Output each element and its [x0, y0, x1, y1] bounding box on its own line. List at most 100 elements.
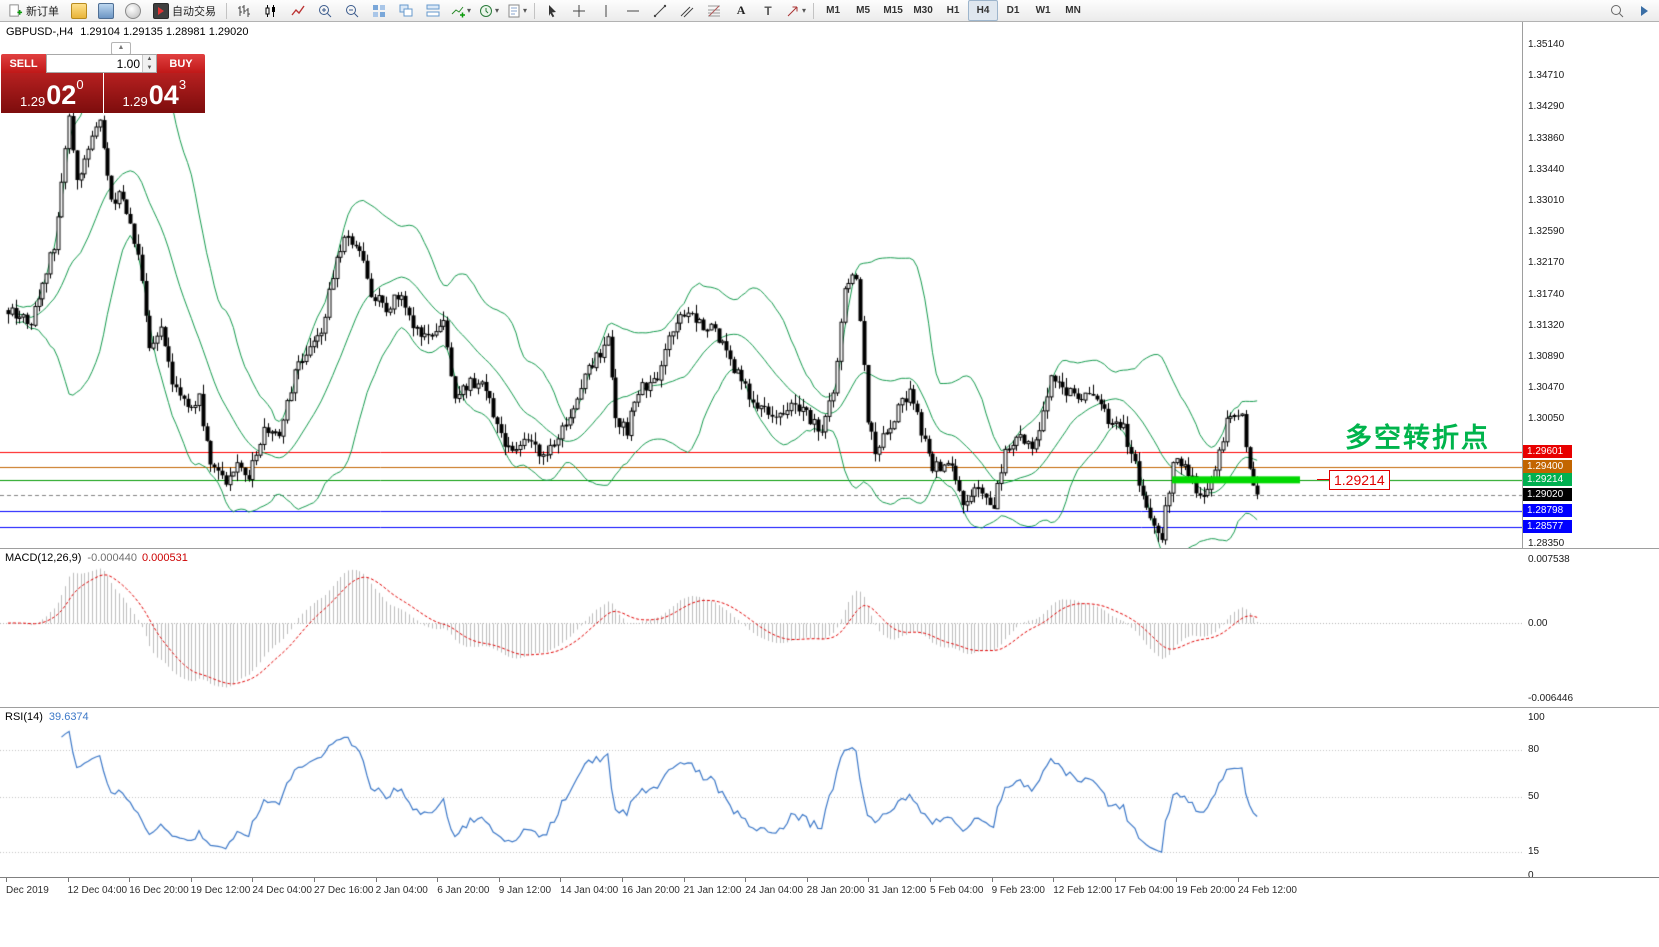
time-axis[interactable]: Dec 2019 12 Dec 04:00 16 Dec 20:00 19 Dec 1… — [0, 877, 1659, 947]
search-icon — [1609, 3, 1625, 19]
rsi-canvas[interactable] — [0, 708, 1522, 877]
text-button[interactable]: A — [728, 0, 754, 21]
time-label: 12 Dec 04:00 — [67, 885, 128, 896]
timeframe-m1-button[interactable]: M1 — [826, 5, 841, 16]
time-tick — [930, 878, 931, 882]
template-icon — [506, 3, 522, 19]
time-label: 9 Jan 12:00 — [498, 885, 552, 896]
bar-chart-button[interactable] — [231, 0, 257, 21]
periods-button[interactable]: ▾ — [475, 0, 502, 21]
symbol-ohlc-values: 1.29104 1.29135 1.28981 1.29020 — [80, 26, 249, 38]
rsi-value: 39.6374 — [48, 711, 89, 723]
buy-price-button[interactable]: 1.29 04 3 — [103, 73, 205, 113]
data-window-button[interactable] — [93, 0, 119, 21]
navigator-button[interactable] — [120, 0, 146, 21]
arrange-windows-button[interactable] — [420, 0, 446, 21]
line-chart-button[interactable] — [285, 0, 311, 21]
price-tick-label: 1.32590 — [1528, 226, 1565, 238]
new-order-button[interactable]: 新订单 — [2, 0, 65, 21]
macd-main-value: -0.000440 — [87, 552, 137, 564]
crosshair-button[interactable] — [566, 0, 592, 21]
main-chart-canvas[interactable] — [0, 22, 1522, 548]
time-tick — [1114, 878, 1116, 882]
volume-input[interactable] — [47, 56, 142, 71]
search-button[interactable] — [1604, 0, 1630, 21]
time-tick — [868, 878, 870, 882]
time-label: 28 Jan 20:00 — [806, 885, 865, 896]
time-tick — [314, 878, 315, 882]
tile-windows-button[interactable] — [366, 0, 392, 21]
annotation-text[interactable]: 多空转折点 — [1345, 423, 1490, 453]
zoom-out-icon — [344, 3, 360, 19]
periods-icon — [478, 3, 494, 19]
macd-label: MACD(12,26,9) -0.000440 0.000531 — [5, 552, 188, 564]
rsi-scale-label: 50 — [1528, 791, 1540, 802]
cascade-windows-icon — [398, 3, 414, 19]
candlestick-chart-button[interactable] — [258, 0, 284, 21]
timeframe-h1-button[interactable]: H1 — [946, 5, 960, 16]
price-level-chip: 1.29400 — [1523, 459, 1572, 473]
indicators-button[interactable]: ▾ — [447, 0, 474, 21]
volume-up-button[interactable]: ▲ — [143, 55, 156, 64]
price-axis[interactable]: 1.35140 1.34710 1.34290 1.33860 1.33440 1.330… — [1523, 22, 1659, 549]
timeframe-d1-button[interactable]: D1 — [1006, 5, 1020, 16]
main-price-pane: GBPUSD-,H4 1.29104 1.29135 1.28981 1.2902… — [0, 22, 1659, 549]
symbol-info: GBPUSD-,H4 1.29104 1.29135 1.28981 1.2902… — [6, 26, 248, 38]
fibonacci-icon — [706, 3, 722, 19]
template-button[interactable]: ▾ — [503, 0, 530, 21]
price-tick-label: 1.30890 — [1528, 351, 1565, 363]
fibonacci-button[interactable] — [701, 0, 727, 21]
timeframe-mn-button[interactable]: MN — [1065, 5, 1081, 16]
sell-price-button[interactable]: 1.29 02 0 — [1, 73, 103, 113]
cursor-button[interactable] — [539, 0, 565, 21]
price-tag-label[interactable]: 1.29214 — [1329, 470, 1390, 490]
timeframe-w1-button[interactable]: W1 — [1035, 5, 1051, 16]
zoom-out-button[interactable] — [339, 0, 365, 21]
arrows-button[interactable]: ▾ — [782, 0, 809, 21]
sell-button[interactable]: SELL — [1, 54, 46, 73]
sell-price-pips: 02 — [46, 80, 77, 110]
buy-price-pips: 04 — [148, 80, 179, 110]
macd-pane: MACD(12,26,9) -0.000440 0.000531 0.007538 … — [0, 548, 1659, 707]
timeframe-m30-button[interactable]: M30 — [913, 5, 933, 16]
trendline-button[interactable] — [647, 0, 673, 21]
rsi-name: RSI(14) — [5, 711, 43, 723]
price-tick-label: 1.34710 — [1528, 70, 1565, 82]
label-icon: T — [764, 3, 772, 18]
toolbar-separator — [534, 2, 536, 19]
toolbar-overflow-button[interactable] — [1631, 0, 1657, 21]
toolbar-overflow-icon — [1640, 5, 1648, 16]
timeframe-m15-button[interactable]: M15 — [883, 5, 903, 16]
time-tick — [67, 878, 69, 882]
autotrading-button[interactable]: 自动交易 — [147, 0, 222, 21]
time-tick — [1238, 878, 1239, 882]
charts-profile-button[interactable] — [66, 0, 92, 21]
time-label: 9 Feb 23:00 — [991, 885, 1045, 896]
macd-canvas[interactable] — [0, 549, 1522, 707]
vertical-line-button[interactable] — [593, 0, 619, 21]
toolbar-separator — [226, 2, 227, 19]
sell-price-fraction: 0 — [76, 77, 84, 92]
macd-scale-top: 0.007538 — [1528, 554, 1570, 565]
zoom-in-button[interactable] — [312, 0, 338, 21]
template-caret-icon: ▾ — [523, 6, 528, 15]
price-tick-label: 1.33010 — [1528, 195, 1565, 207]
symbol-name: GBPUSD-,H4 — [6, 26, 74, 38]
volume-down-button[interactable]: ▼ — [143, 63, 156, 72]
channel-button[interactable] — [674, 0, 700, 21]
rsi-scale-label: 15 — [1528, 846, 1540, 858]
time-label: 24 Dec 04:00 — [252, 885, 312, 896]
price-tick-label: 1.34290 — [1528, 101, 1565, 113]
horizontal-line-button[interactable] — [620, 0, 646, 21]
periods-caret-icon: ▾ — [495, 6, 500, 15]
price-tick-label: 1.28350 — [1528, 537, 1565, 549]
timeframe-m5-button[interactable]: M5 — [856, 5, 871, 16]
cascade-windows-button[interactable] — [393, 0, 419, 21]
rsi-pane: RSI(14) 39.6374 100 80 50 15 0 — [0, 707, 1659, 881]
price-tick-label: 1.31740 — [1528, 288, 1565, 300]
timeframe-h4-button[interactable]: H4 — [968, 0, 999, 21]
trendline-icon — [652, 3, 668, 19]
toolbar-separator — [813, 2, 815, 19]
buy-button[interactable]: BUY — [157, 54, 205, 73]
label-button[interactable]: T — [755, 0, 781, 21]
